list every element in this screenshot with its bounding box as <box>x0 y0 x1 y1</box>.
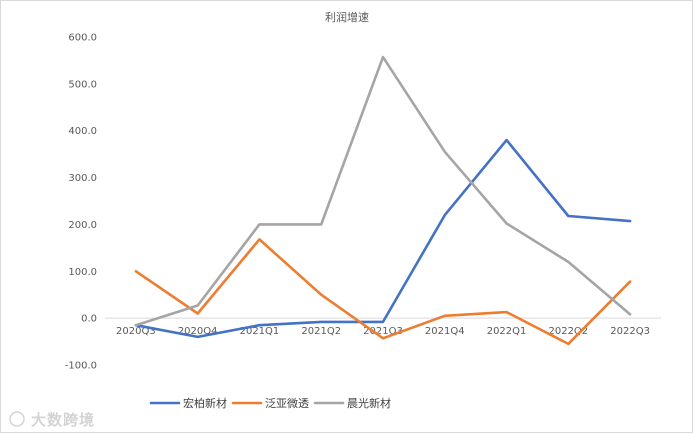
x-tick-label: 2022Q1 <box>487 326 527 337</box>
x-tick-label: 2021Q4 <box>425 326 465 337</box>
y-tick-label: 100.0 <box>68 267 97 278</box>
y-tick-label: -100.0 <box>65 361 97 372</box>
series-line-3 <box>134 55 632 327</box>
y-tick-label: 200.0 <box>68 220 97 231</box>
y-tick-label: 400.0 <box>68 126 97 137</box>
y-tick-label: 300.0 <box>68 173 97 184</box>
y-tick-label: 600.0 <box>68 33 97 44</box>
series-line-2 <box>134 238 632 346</box>
y-tick-label: 500.0 <box>68 79 97 90</box>
legend-label-1: 宏柏新材 <box>183 396 227 410</box>
series-line-1 <box>134 138 632 339</box>
y-axis-ticks: -100.0 0.0 100.0 200.0 300.0 400.0 500.0 600.0 <box>65 33 97 372</box>
x-tick-label: 2020Q3 <box>116 326 156 337</box>
legend: 宏柏新材 泛亚微透 晨光新材 <box>149 396 391 410</box>
legend-label-3: 晨光新材 <box>347 396 391 410</box>
watermark: 大数跨境 <box>9 411 95 429</box>
x-tick-label: 2022Q3 <box>610 326 650 337</box>
chart-title: 利润增速 <box>325 10 369 24</box>
x-axis-ticks: 2020Q3 2020Q4 2021Q1 2021Q2 2021Q3 2021Q4 2022… <box>116 326 650 337</box>
watermark-logo-icon <box>9 411 25 427</box>
x-tick-label: 2021Q1 <box>240 326 280 337</box>
y-tick-label: 0.0 <box>81 314 97 325</box>
legend-label-2: 泛亚微透 <box>265 396 309 410</box>
x-tick-label: 2020Q4 <box>178 326 218 337</box>
x-tick-label: 2021Q3 <box>363 326 403 337</box>
x-tick-label: 2021Q2 <box>301 326 341 337</box>
x-tick-label: 2022Q2 <box>548 326 588 337</box>
series-lines <box>134 55 632 346</box>
watermark-text: 大数跨境 <box>31 411 95 429</box>
